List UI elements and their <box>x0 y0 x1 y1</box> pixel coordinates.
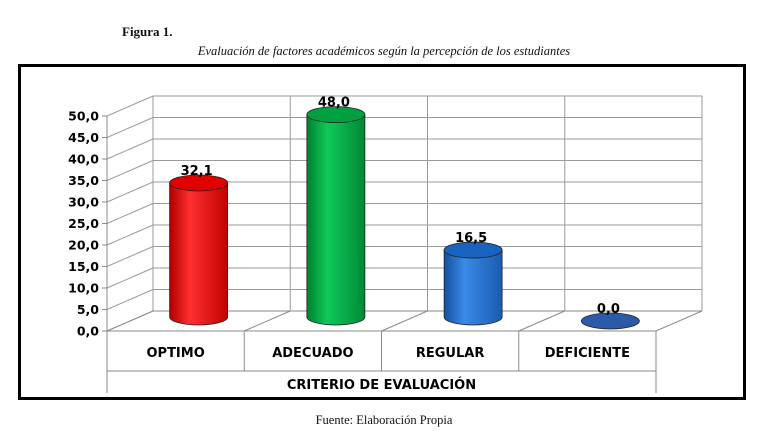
bar-body <box>443 249 503 326</box>
floor-divider <box>244 310 291 332</box>
bar-top <box>169 174 229 192</box>
floor <box>106 310 703 332</box>
bar-top <box>306 106 366 123</box>
y-tick-label: 50,0 <box>68 109 99 124</box>
x-tick-label: ADECUADO <box>272 346 353 361</box>
data-label: 48,0 <box>318 96 350 111</box>
gridline-side <box>106 246 154 267</box>
floor-divider <box>518 310 565 332</box>
gridline-side <box>106 224 154 246</box>
floor-divider <box>381 310 428 332</box>
bar-top <box>580 312 640 330</box>
y-tick-label: 35,0 <box>68 173 99 188</box>
gridline-side <box>106 160 154 181</box>
x-axis-title: CRITERIO DE EVALUACIÓN <box>287 377 476 393</box>
gridline-side <box>106 267 154 289</box>
figure-title: Evaluación de factores académicos según … <box>197 44 571 58</box>
figure-source: Fuente: Elaboración Propia <box>315 413 453 427</box>
y-tick-label: 40,0 <box>68 152 99 167</box>
data-label: 16,5 <box>455 231 487 246</box>
gridline-side <box>106 203 154 224</box>
x-tick-label: DEFICIENTE <box>545 346 630 361</box>
y-tick-label: 15,0 <box>68 259 99 274</box>
y-tick-label: 5,0 <box>77 302 99 317</box>
y-tick-label: 25,0 <box>68 216 99 231</box>
gridline-side <box>106 95 154 117</box>
bar <box>169 174 229 326</box>
bar <box>306 106 366 326</box>
data-label: 32,1 <box>181 164 213 179</box>
y-tick-label: 0,0 <box>77 324 99 339</box>
gridline-side <box>106 138 154 160</box>
x-tick-label: OPTIMO <box>146 346 204 361</box>
data-label: 0,0 <box>597 302 620 317</box>
y-tick-label: 10,0 <box>68 281 99 296</box>
bar-top <box>443 241 503 259</box>
gridline-side <box>106 289 154 310</box>
y-tick-label: 20,0 <box>68 238 99 253</box>
bar-body <box>306 114 366 326</box>
bar <box>443 241 503 326</box>
gridline-side <box>106 117 154 138</box>
gridline-side <box>106 181 154 203</box>
x-tick-label: REGULAR <box>416 346 484 361</box>
y-tick-label: 45,0 <box>68 130 99 145</box>
y-tick-label: 30,0 <box>68 195 99 210</box>
bar-body <box>169 182 229 326</box>
bar <box>580 312 640 330</box>
figure-label: Figura 1. <box>122 24 173 39</box>
